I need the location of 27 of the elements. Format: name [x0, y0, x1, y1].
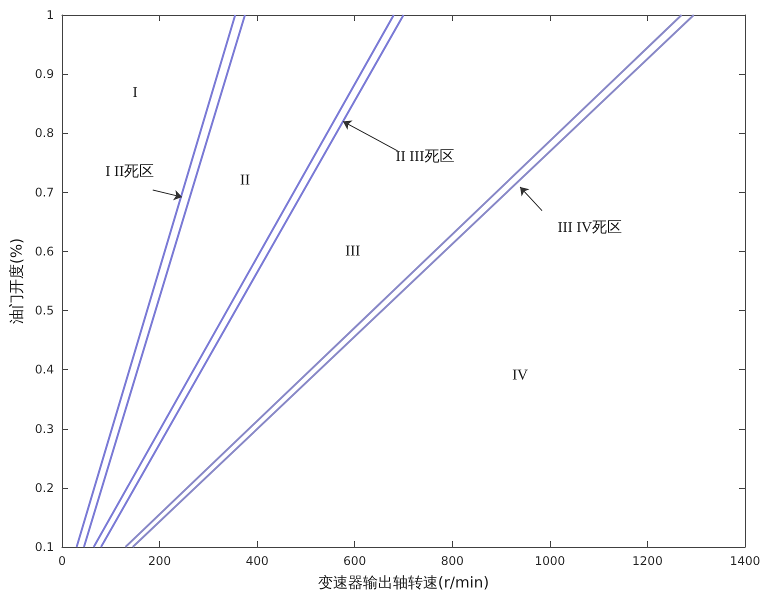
- annotation: IV: [512, 368, 528, 384]
- x-tick-label: 800: [440, 554, 464, 568]
- annotation: III IV死区: [558, 220, 622, 236]
- y-tick-label: 0.8: [34, 126, 54, 140]
- y-tick-label: 0.6: [34, 244, 54, 258]
- x-tick-label: 1000: [534, 554, 566, 568]
- annotation: II: [240, 172, 250, 189]
- x-tick-label: 400: [246, 554, 269, 568]
- y-tick-label: 1: [46, 8, 54, 22]
- annotation: I: [132, 85, 138, 102]
- y-tick-label: 0.2: [34, 480, 54, 495]
- y-tick-label: 0.1: [34, 540, 54, 554]
- y-tick-label: 0.3: [34, 422, 54, 436]
- annotation: II III死区: [396, 148, 454, 165]
- x-axis-title: 变速器输出轴转速(r/min): [318, 574, 490, 592]
- y-axis-title: 油门开度(%): [8, 238, 26, 324]
- annotation: I II死区: [105, 164, 154, 180]
- y-tick-label: 0.4: [34, 362, 54, 377]
- annotation: III: [345, 243, 360, 260]
- y-tick-label: 0.5: [34, 304, 54, 318]
- y-tick-label: 0.9: [34, 67, 54, 82]
- x-tick-label: 0: [58, 554, 66, 568]
- x-tick-label: 1200: [632, 554, 663, 568]
- x-tick-label: 600: [343, 554, 366, 568]
- y-tick-label: 0.7: [34, 185, 54, 200]
- x-tick-label: 1400: [730, 554, 760, 568]
- x-tick-label: 200: [148, 554, 172, 568]
